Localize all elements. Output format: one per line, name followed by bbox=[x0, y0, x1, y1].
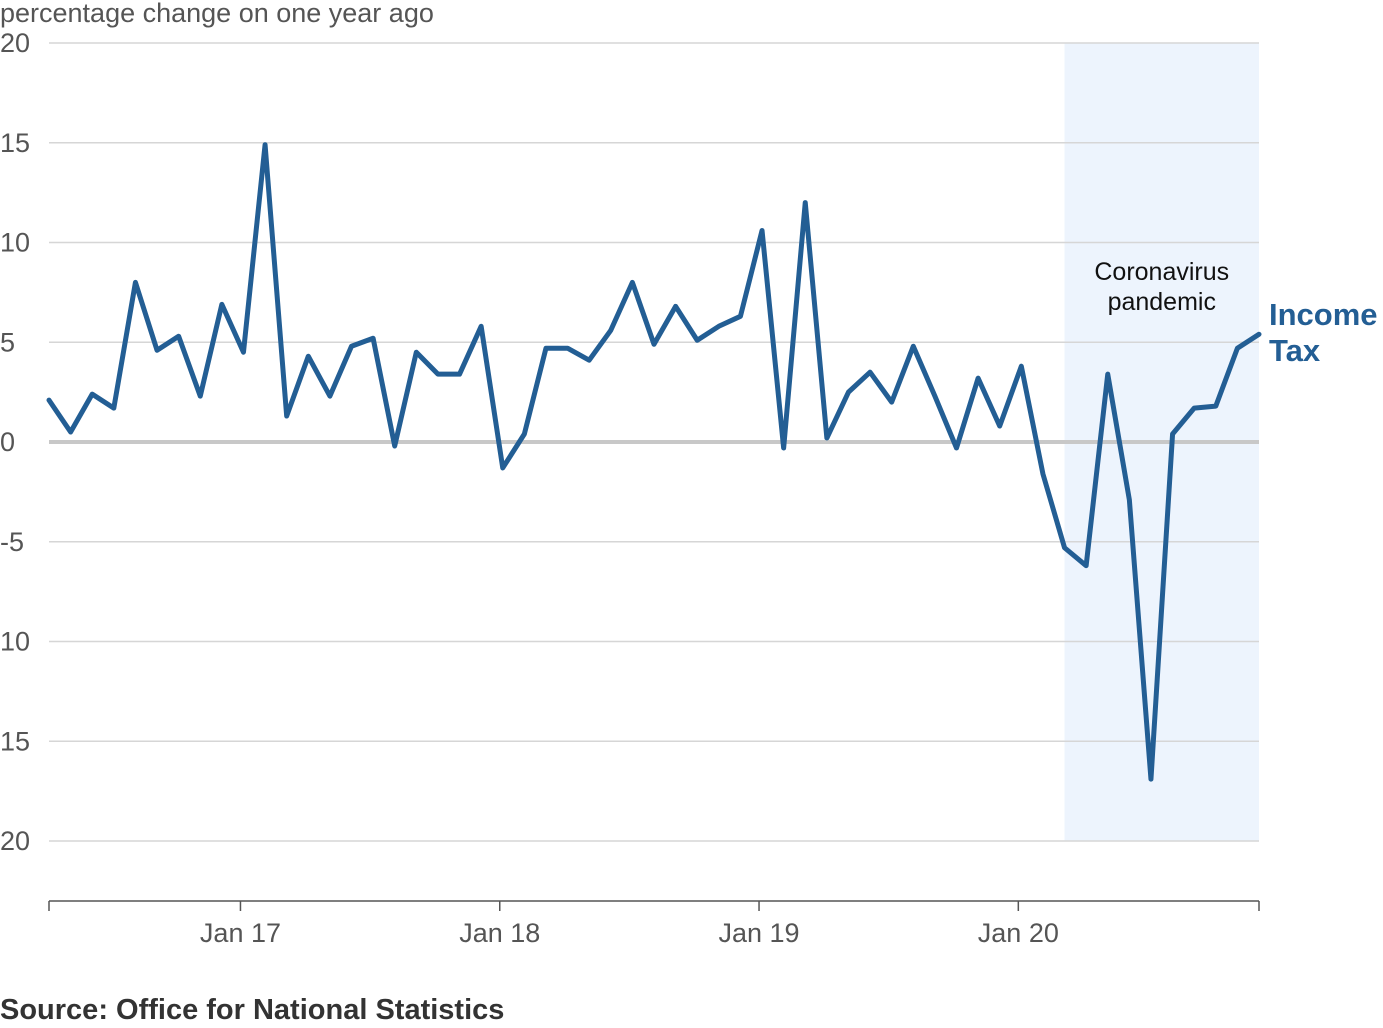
series-label-income-tax: Income bbox=[1269, 297, 1378, 332]
income-tax-line bbox=[46, 142, 1262, 782]
y-tick-label: 0 bbox=[0, 427, 15, 457]
x-tick-label: Jan 17 bbox=[200, 918, 281, 948]
x-tick-label: Jan 19 bbox=[718, 918, 799, 948]
source-note: Source: Office for National Statistics bbox=[0, 994, 505, 1026]
y-axis-title: percentage change on one year ago bbox=[0, 0, 434, 28]
pandemic-annotation: pandemic bbox=[1108, 288, 1216, 316]
pandemic-annotation: Coronavirus bbox=[1094, 258, 1229, 286]
axis-layer bbox=[48, 900, 1260, 911]
y-tick-label: 20 bbox=[0, 826, 30, 856]
y-tick-label: 10 bbox=[0, 228, 30, 258]
y-tick-label: -5 bbox=[0, 527, 24, 557]
series-label-income-tax: Tax bbox=[1269, 333, 1321, 368]
y-tick-label: 5 bbox=[0, 327, 15, 357]
y-tick-label: 15 bbox=[0, 726, 30, 756]
x-tick-label: Jan 20 bbox=[978, 918, 1059, 948]
y-tick-label: 15 bbox=[0, 128, 30, 158]
grid-layer bbox=[49, 42, 1259, 842]
y-tick-label: 20 bbox=[0, 28, 30, 58]
y-tick-label: 10 bbox=[0, 627, 30, 657]
x-tick-label: Jan 18 bbox=[459, 918, 540, 948]
series-layer bbox=[46, 142, 1262, 782]
